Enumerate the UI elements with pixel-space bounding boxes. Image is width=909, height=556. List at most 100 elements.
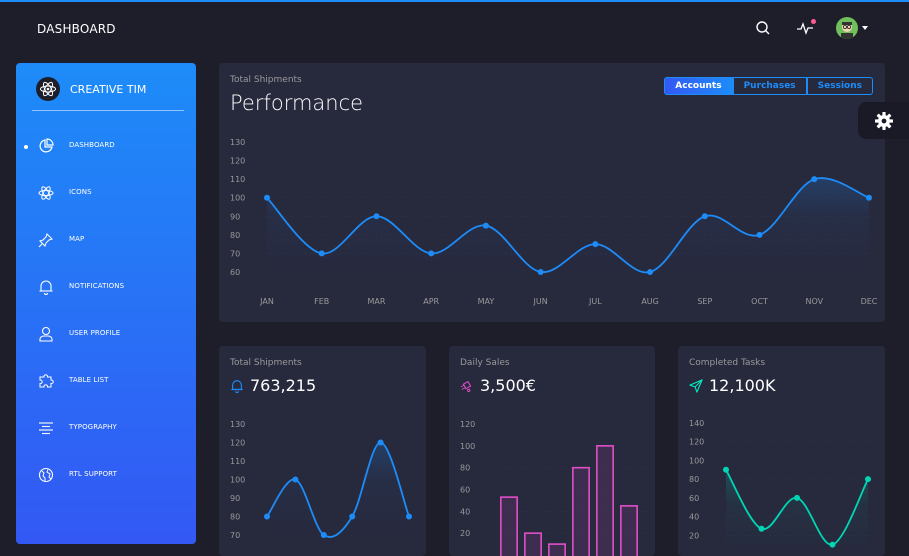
sidebar-item-label: USER PROFILE: [69, 329, 121, 337]
sidebar-item-notifications[interactable]: NOTIFICATIONS: [16, 272, 196, 302]
data-point: [264, 194, 270, 201]
pulse-icon: [797, 22, 813, 35]
x-tick-label: JUL: [588, 297, 602, 306]
data-point: [377, 439, 384, 446]
y-tick-label: 110: [230, 457, 245, 466]
notification-dot: [811, 19, 816, 24]
x-tick-label: OCT: [751, 297, 768, 306]
purchases-button[interactable]: Purchases: [732, 77, 807, 95]
y-tick-label: 60: [230, 268, 240, 277]
notifications-button[interactable]: [793, 16, 817, 40]
sidebar-logo-text: CREATIVE TIM: [70, 82, 147, 96]
data-point: [758, 525, 765, 532]
sidebar-item-rtl-support[interactable]: RTL SUPPORT: [16, 460, 196, 490]
card-value-text: 763,215: [250, 376, 317, 395]
shipments-line-chart: 70 80 90 100 110 120 130: [230, 420, 419, 540]
search-button[interactable]: [751, 16, 775, 40]
x-tick-label: MAR: [367, 297, 385, 306]
sidebar-item-label: TABLE LIST: [69, 376, 109, 384]
data-point: [320, 532, 327, 538]
data-point: [537, 269, 544, 275]
data-point: [701, 213, 708, 220]
sidebar: CREATIVE TIM DASHBOARD ICONS MAP NOTIF: [16, 63, 196, 544]
x-tick-label: NOV: [805, 297, 823, 306]
y-tick-label: 60: [689, 494, 699, 503]
pin-icon: [38, 232, 54, 248]
total-shipments-card: Total Shipments 763,215 70 80 90 100 110 120 1…: [219, 346, 426, 556]
active-indicator: [24, 145, 28, 149]
y-tick-label: 70: [230, 249, 240, 258]
performance-card: Total Shipments Performance Accounts Pur…: [219, 63, 885, 322]
data-point: [592, 241, 599, 248]
x-tick-label: FEB: [314, 297, 329, 306]
y-tick-label: 80: [689, 475, 699, 484]
sessions-button[interactable]: Sessions: [806, 77, 873, 95]
search-icon: [756, 21, 770, 35]
data-point: [829, 541, 836, 548]
data-point: [811, 176, 818, 183]
x-tick-label: JAN: [259, 297, 274, 306]
y-tick-label: 100: [460, 442, 475, 451]
sidebar-item-label: ICONS: [69, 188, 92, 196]
y-tick-label: 130: [230, 138, 245, 147]
sidebar-item-label: RTL SUPPORT: [69, 470, 118, 478]
x-tick-label: AUG: [641, 297, 659, 306]
sidebar-item-table-list[interactable]: TABLE LIST: [16, 366, 196, 396]
daily-sales-card: Daily Sales 3,500€ 20 40 60 80 100 120: [449, 346, 655, 556]
sidebar-item-label: TYPOGRAPHY: [69, 423, 117, 431]
navbar: DASHBOARD: [0, 2, 909, 56]
y-tick-label: 40: [460, 507, 470, 516]
settings-button[interactable]: [858, 102, 909, 139]
data-point: [756, 231, 763, 238]
data-point: [406, 513, 412, 520]
navbar-brand[interactable]: DASHBOARD: [37, 22, 116, 36]
bar: [620, 505, 638, 556]
align-center-icon: [39, 422, 53, 435]
card-title: Performance: [230, 91, 364, 115]
card-subtitle: Total Shipments: [230, 75, 302, 85]
x-tick-label: APR: [423, 297, 439, 306]
navbar-actions: [733, 16, 869, 40]
y-tick-label: 60: [460, 486, 470, 495]
sidebar-item-dashboard[interactable]: DASHBOARD: [16, 131, 196, 161]
y-tick-label: 120: [230, 157, 245, 166]
sidebar-item-label: DASHBOARD: [69, 141, 115, 149]
chevron-down-icon: [862, 26, 868, 30]
data-point: [794, 494, 800, 501]
y-tick-label: 120: [230, 439, 245, 448]
y-tick-label: 80: [460, 464, 470, 473]
data-point: [373, 213, 380, 220]
sidebar-item-typography[interactable]: TYPOGRAPHY: [16, 413, 196, 443]
y-tick-label: 100: [689, 456, 704, 465]
bell-icon: [231, 379, 243, 393]
y-tick-label: 140: [689, 419, 704, 428]
area-fill: [726, 469, 868, 554]
gear-icon: [874, 111, 893, 130]
sidebar-item-label: NOTIFICATIONS: [69, 282, 125, 290]
sidebar-item-user-profile[interactable]: USER PROFILE: [16, 319, 196, 349]
data-point: [723, 466, 729, 473]
user-menu-button[interactable]: [835, 16, 869, 40]
sidebar-item-icons[interactable]: ICONS: [16, 178, 196, 208]
data-point: [866, 194, 872, 201]
sidebar-divider: [32, 110, 184, 111]
y-tick-label: 20: [460, 529, 470, 538]
y-tick-label: 120: [689, 438, 704, 447]
y-tick-label: 90: [230, 494, 240, 503]
sidebar-item-map[interactable]: MAP: [16, 225, 196, 255]
sidebar-logo[interactable]: CREATIVE TIM: [36, 77, 146, 101]
data-point: [318, 250, 325, 257]
card-subtitle: Total Shipments: [230, 358, 302, 368]
chart-toggle-group: Accounts Purchases Sessions: [664, 77, 873, 95]
bar: [572, 466, 590, 556]
react-logo-icon: [36, 77, 60, 101]
bar: [500, 496, 518, 556]
sidebar-item-label: MAP: [69, 235, 85, 243]
atom-icon: [38, 186, 54, 200]
data-point: [349, 513, 356, 520]
data-point: [292, 476, 299, 483]
x-tick-label: DEC: [861, 297, 878, 306]
data-point: [428, 250, 435, 257]
accounts-button[interactable]: Accounts: [664, 77, 733, 95]
bell-icon: [39, 280, 53, 295]
